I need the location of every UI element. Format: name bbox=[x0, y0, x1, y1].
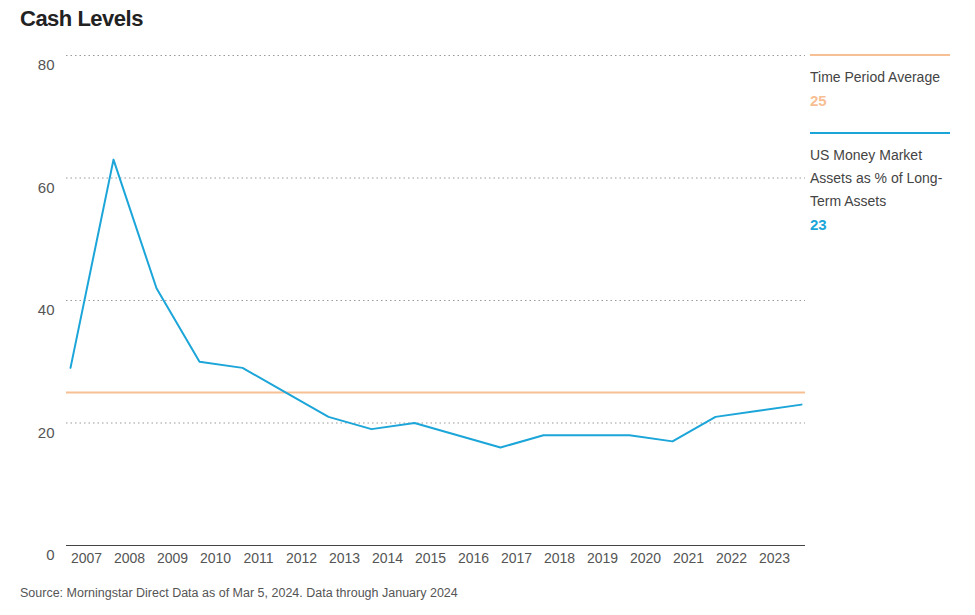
svg-text:2014: 2014 bbox=[372, 550, 403, 566]
html-text:Cash Levels: Cash Levels bbox=[20, 6, 143, 31]
svg-text:2012: 2012 bbox=[286, 550, 317, 566]
svg-text:2011: 2011 bbox=[243, 550, 273, 566]
svg-text:2018: 2018 bbox=[544, 550, 575, 566]
html-text:Source: Morningstar Direct Dat: Source: Morningstar Direct Data as of Ma… bbox=[20, 586, 458, 600]
svg-text:2009: 2009 bbox=[157, 550, 188, 566]
svg-text:80: 80 bbox=[38, 56, 55, 73]
svg-text:2019: 2019 bbox=[587, 550, 618, 566]
html-text:25: 25 bbox=[810, 92, 827, 109]
svg-text:2013: 2013 bbox=[329, 550, 360, 566]
svg-text:2021: 2021 bbox=[673, 550, 704, 566]
html-text:US Money Market Assets as % of: US Money Market Assets as % of Long-Term… bbox=[810, 147, 943, 209]
svg-text:2016: 2016 bbox=[458, 550, 489, 566]
svg-text:2008: 2008 bbox=[114, 550, 145, 566]
svg-text:60: 60 bbox=[38, 179, 55, 196]
svg-text:2010: 2010 bbox=[200, 550, 231, 566]
svg-text:2017: 2017 bbox=[501, 550, 532, 566]
svg-text:2015: 2015 bbox=[415, 550, 446, 566]
svg-text:2022: 2022 bbox=[716, 550, 747, 566]
svg-text:20: 20 bbox=[38, 424, 55, 441]
svg-text:40: 40 bbox=[38, 301, 55, 318]
html-text:Time Period Average: Time Period Average bbox=[810, 69, 940, 85]
svg-text:2023: 2023 bbox=[759, 550, 790, 566]
svg-text:2020: 2020 bbox=[630, 550, 661, 566]
html-text:23: 23 bbox=[810, 216, 827, 233]
svg-text:0: 0 bbox=[46, 546, 54, 563]
svg-text:2007: 2007 bbox=[71, 550, 102, 566]
